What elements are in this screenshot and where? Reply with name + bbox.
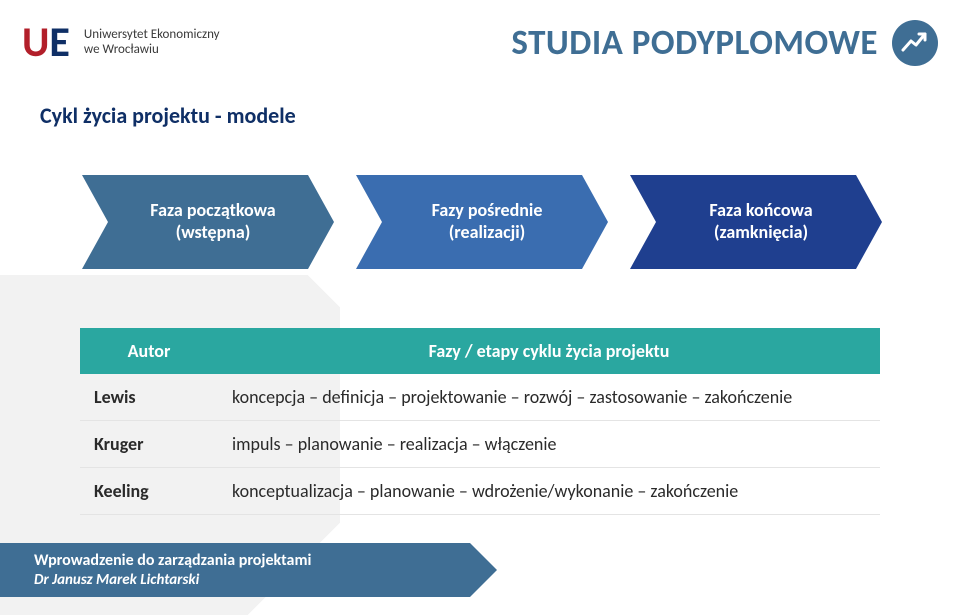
- phase-chevron: Fazy pośrednie(realizacji): [356, 175, 608, 269]
- header-right: STUDIA PODYPLOMOWE: [511, 20, 938, 66]
- university-name-line2: we Wrocławiu: [84, 43, 220, 58]
- phase-chevron: Faza końcowa(zamknięcia): [630, 175, 882, 269]
- phase-chevrons: Faza początkowa(wstępna)Fazy pośrednie(r…: [82, 175, 882, 269]
- phases-cell: koncepcja – definicja – projektowanie – …: [218, 374, 880, 421]
- author-cell: Kruger: [80, 421, 218, 468]
- university-logo-block: U E Uniwersytet Ekonomiczny we Wrocławiu: [22, 22, 220, 64]
- models-table: Autor Fazy / etapy cyklu życia projektu …: [80, 328, 880, 515]
- table-row: Krugerimpuls – planowanie – realizacja –…: [80, 421, 880, 468]
- phase-chevron: Faza początkowa(wstępna): [82, 175, 334, 269]
- author-cell: Keeling: [80, 468, 218, 515]
- footer-subtitle: Dr Janusz Marek Lichtarski: [34, 571, 470, 589]
- table-row: Lewiskoncepcja – definicja – projektowan…: [80, 374, 880, 421]
- university-name-line1: Uniwersytet Ekonomiczny: [84, 28, 220, 43]
- table-header-author: Autor: [80, 328, 218, 374]
- table-row: Keelingkonceptualizacja – planowanie – w…: [80, 468, 880, 515]
- footer-bar: Wprowadzenie do zarządzania projektami D…: [0, 543, 470, 597]
- phase-label: Fazy pośrednie(realizacji): [356, 175, 608, 269]
- phase-label: Faza końcowa(zamknięcia): [630, 175, 882, 269]
- university-name: Uniwersytet Ekonomiczny we Wrocławiu: [84, 28, 220, 57]
- chart-arrow-icon: [892, 20, 938, 66]
- ue-logo: U E: [22, 22, 70, 64]
- phases-cell: konceptualizacja – planowanie – wdrożeni…: [218, 468, 880, 515]
- footer-title: Wprowadzenie do zarządzania projektami: [34, 551, 470, 570]
- program-title: STUDIA PODYPLOMOWE: [511, 22, 878, 64]
- table-head: Autor Fazy / etapy cyklu życia projektu: [80, 328, 880, 374]
- slide: U E Uniwersytet Ekonomiczny we Wrocławiu…: [0, 0, 960, 615]
- logo-letter-e: E: [49, 22, 70, 64]
- table-body: Lewiskoncepcja – definicja – projektowan…: [80, 374, 880, 515]
- slide-header: U E Uniwersytet Ekonomiczny we Wrocławiu…: [22, 14, 938, 72]
- phase-label: Faza początkowa(wstępna): [82, 175, 334, 269]
- section-title: Cykl życia projektu - modele: [40, 102, 296, 129]
- phases-cell: impuls – planowanie – realizacja – włącz…: [218, 421, 880, 468]
- author-cell: Lewis: [80, 374, 218, 421]
- logo-letter-u: U: [22, 22, 49, 64]
- table-header-phases: Fazy / etapy cyklu życia projektu: [218, 328, 880, 374]
